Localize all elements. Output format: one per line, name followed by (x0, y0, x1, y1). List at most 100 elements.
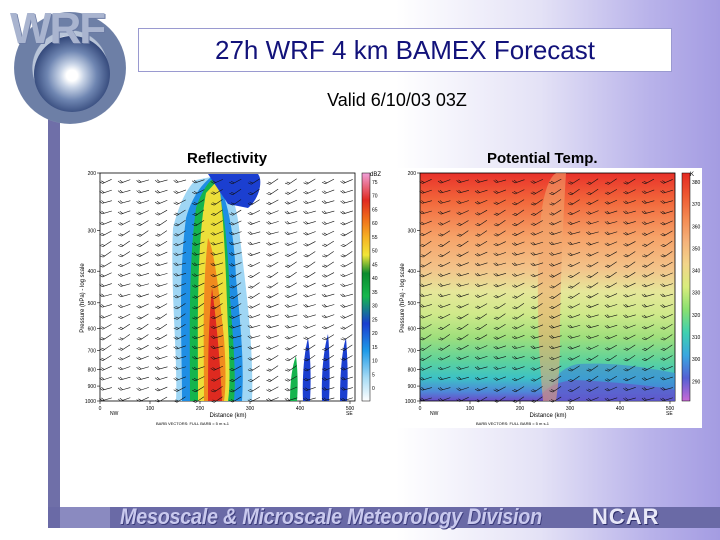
wind-barb (136, 303, 149, 309)
wind-barb (154, 272, 168, 277)
colorbar-tick-label: 330 (692, 291, 701, 297)
wind-barb (549, 252, 562, 256)
wind-barb (660, 366, 673, 371)
wind-barb (340, 272, 353, 278)
wind-barb (229, 303, 242, 309)
wind-barb (154, 355, 168, 360)
wind-barb (99, 324, 112, 330)
wind-barb (173, 272, 187, 277)
x-axis-label: Distance (km) (529, 413, 566, 419)
wind-barb (155, 209, 168, 216)
wind-barb (567, 386, 580, 393)
wind-barb (191, 345, 205, 350)
wind-barb (284, 304, 298, 308)
wind-barb (475, 313, 488, 320)
wind-barb (173, 230, 186, 237)
wind-barb (530, 231, 544, 236)
wind-barb (641, 178, 655, 185)
wind-barb (604, 314, 618, 318)
wind-barb (604, 210, 618, 215)
left-end-label: NW (110, 411, 119, 417)
wind-barb (192, 386, 205, 393)
colorbar-tick-label: 45 (372, 262, 378, 268)
wind-barb (660, 293, 673, 298)
colorbar-tick-label: 5 (372, 372, 375, 378)
wind-barb (99, 293, 112, 298)
wind-barb (419, 304, 432, 308)
wind-barb (549, 262, 562, 267)
wind-barb (604, 231, 618, 235)
wind-barb (303, 231, 316, 236)
wind-barb (99, 355, 112, 361)
wind-barb (229, 241, 242, 246)
wind-barb (155, 396, 168, 403)
colorbar-tick-label: 30 (372, 304, 378, 310)
wind-barb (512, 313, 525, 320)
wind-barb (493, 386, 506, 392)
wind-barb (340, 179, 353, 184)
wind-barb (604, 304, 618, 308)
wind-barb (567, 199, 580, 206)
wind-barb (530, 262, 544, 267)
wind-barb (136, 230, 149, 237)
wind-barb (284, 220, 298, 225)
wind-barb (173, 283, 186, 288)
wind-barb (641, 283, 655, 288)
wind-barb (419, 251, 432, 258)
x-tick-label: 100 (146, 406, 155, 412)
wind-barb (340, 344, 353, 351)
wind-barb (99, 314, 112, 319)
wind-barb (321, 314, 335, 319)
wind-barb (266, 324, 279, 329)
wind-barb (117, 397, 131, 402)
wind-barb (173, 334, 186, 340)
wind-barb (641, 293, 655, 298)
colorbar-tick-label: 55 (372, 235, 378, 241)
colorbar-unit: K (690, 172, 694, 178)
wind-barb (474, 366, 488, 370)
x-tick-label: 200 (196, 406, 205, 412)
wind-barb (247, 220, 261, 225)
wind-barb (586, 188, 599, 195)
wind-barb (437, 397, 451, 402)
colorbar-tick-label: 340 (692, 269, 701, 275)
wind-barb (266, 397, 279, 402)
x-tick-label: 500 (666, 406, 675, 412)
wind-barb (456, 293, 469, 298)
wind-barb (284, 282, 297, 289)
wind-barb (660, 283, 673, 287)
wind-barb (247, 231, 261, 235)
wind-barb (136, 293, 149, 298)
colorbar-tick-label: 75 (372, 180, 378, 186)
wind-barb (321, 272, 335, 278)
potential-temp-colorbar (681, 172, 691, 402)
wind-barb (493, 283, 506, 288)
wind-barb (284, 365, 297, 372)
wind-barb (247, 210, 261, 216)
wind-barb (437, 366, 451, 371)
wind-barb (456, 355, 469, 360)
wind-barb (118, 230, 131, 237)
wind-barb (303, 324, 316, 329)
colorbar-tick-label: 15 (372, 345, 378, 351)
wind-barb (191, 355, 205, 360)
wind-barb (567, 396, 581, 402)
wind-barb (530, 345, 544, 349)
wind-barb (586, 365, 599, 372)
wind-barb (229, 314, 242, 319)
wind-barb (173, 303, 186, 310)
wind-barb (284, 314, 298, 318)
colorbar-tick-label: 40 (372, 276, 378, 282)
wind-barb (340, 230, 353, 237)
wind-barb (437, 293, 451, 298)
wind-barb (604, 397, 618, 402)
y-tick-label: 1000 (405, 399, 416, 405)
wind-barb (549, 282, 562, 289)
wind-barb (303, 304, 316, 308)
wind-barb (210, 365, 224, 371)
wind-barb (604, 178, 617, 185)
wind-barb (340, 376, 353, 381)
wind-barb (549, 355, 562, 360)
wind-barb (229, 345, 242, 350)
colorbar-tick-label: 60 (372, 221, 378, 227)
